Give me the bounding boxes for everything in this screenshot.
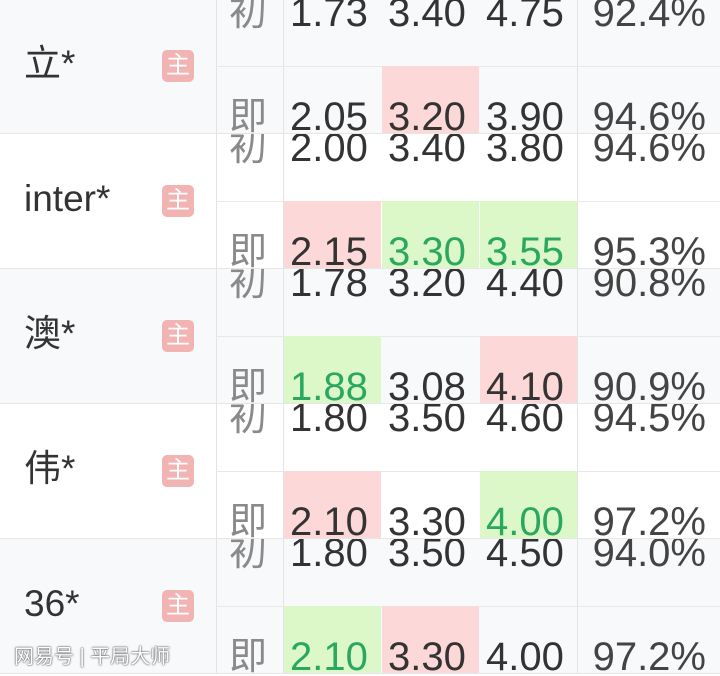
home-badge-icon: 主 bbox=[162, 320, 194, 352]
initial-odds: 4.60 bbox=[486, 404, 564, 440]
initial-odds: 4.75 bbox=[486, 0, 564, 35]
divider bbox=[216, 336, 720, 337]
initial-odds: 1.80 bbox=[290, 404, 368, 440]
odds-change-highlight bbox=[480, 471, 577, 538]
home-badge-icon: 主 bbox=[162, 50, 194, 82]
live-odds: 3.30 bbox=[388, 500, 466, 539]
match-row[interactable]: 36* 主 初 即 1.80 3.50 4.50 94.0% 2.10 3.30 4.00 97… bbox=[0, 539, 720, 674]
initial-label: 初 bbox=[229, 539, 268, 574]
live-label: 即 bbox=[229, 366, 268, 404]
odds-change-highlight bbox=[284, 201, 381, 268]
watermark: 网易号 | 平局大师 bbox=[14, 646, 171, 668]
live-label: 即 bbox=[229, 636, 268, 674]
odds-change-highlight bbox=[284, 606, 381, 673]
live-label: 即 bbox=[229, 96, 268, 134]
live-odds: 2.10 bbox=[290, 500, 368, 539]
live-label: 即 bbox=[229, 501, 268, 539]
initial-label: 初 bbox=[229, 269, 268, 304]
team-name: 立* bbox=[24, 43, 76, 84]
match-row[interactable]: inter* 主 初 即 2.00 3.40 3.80 94.6% 2.15 3.30 3.5… bbox=[0, 134, 720, 269]
divider bbox=[216, 471, 720, 472]
initial-return-rate: 92.4% bbox=[592, 0, 706, 35]
initial-return-rate: 94.0% bbox=[592, 539, 706, 575]
home-badge-icon: 主 bbox=[162, 590, 194, 622]
odds-change-highlight bbox=[382, 606, 479, 673]
odds-change-highlight bbox=[284, 336, 381, 403]
live-odds: 3.55 bbox=[486, 230, 564, 269]
match-row[interactable]: 伟* 主 初 即 1.80 3.50 4.60 94.5% 2.10 3.30 4.00 97.… bbox=[0, 404, 720, 539]
odds-change-highlight bbox=[284, 471, 381, 538]
home-badge-icon: 主 bbox=[162, 185, 194, 217]
live-odds: 2.15 bbox=[290, 230, 368, 269]
initial-odds: 3.50 bbox=[388, 539, 466, 575]
initial-return-rate: 94.6% bbox=[592, 134, 706, 170]
live-return-rate: 94.6% bbox=[592, 95, 706, 134]
odds-change-highlight bbox=[480, 336, 577, 403]
match-row[interactable]: 澳* 主 初 即 1.78 3.20 4.40 90.8% 1.88 3.08 4.10 90.… bbox=[0, 269, 720, 404]
live-odds: 4.00 bbox=[486, 635, 564, 674]
live-odds: 3.30 bbox=[388, 230, 466, 269]
match-row[interactable]: 立* 主 初 即 1.73 3.40 4.75 92.4% 2.05 3.20 3.90 94.… bbox=[0, 0, 720, 134]
live-return-rate: 97.2% bbox=[592, 635, 706, 674]
initial-label: 初 bbox=[229, 0, 268, 34]
live-odds: 4.00 bbox=[486, 500, 564, 539]
live-return-rate: 97.2% bbox=[592, 500, 706, 539]
initial-odds: 1.78 bbox=[290, 269, 368, 305]
initial-odds: 3.20 bbox=[388, 269, 466, 305]
live-odds: 3.08 bbox=[388, 365, 466, 404]
team-name: 澳* bbox=[24, 313, 76, 354]
live-return-rate: 90.9% bbox=[592, 365, 706, 404]
initial-odds: 4.40 bbox=[486, 269, 564, 305]
live-odds: 3.20 bbox=[388, 95, 466, 134]
initial-odds: 4.50 bbox=[486, 539, 564, 575]
odds-change-highlight bbox=[382, 201, 479, 268]
initial-odds: 2.00 bbox=[290, 134, 368, 170]
team-name: inter* bbox=[24, 178, 111, 219]
initial-label: 初 bbox=[229, 134, 268, 169]
initial-return-rate: 90.8% bbox=[592, 269, 706, 305]
odds-change-highlight bbox=[382, 66, 479, 133]
initial-odds: 1.80 bbox=[290, 539, 368, 575]
initial-label: 初 bbox=[229, 404, 268, 439]
initial-odds: 3.50 bbox=[388, 404, 466, 440]
initial-odds: 3.40 bbox=[388, 0, 466, 35]
live-odds: 2.10 bbox=[290, 635, 368, 674]
team-name: 36* bbox=[24, 583, 80, 624]
live-odds: 2.05 bbox=[290, 95, 368, 134]
initial-odds: 1.73 bbox=[290, 0, 368, 35]
live-label: 即 bbox=[229, 231, 268, 269]
live-odds: 4.10 bbox=[486, 365, 564, 404]
home-badge-icon: 主 bbox=[162, 455, 194, 487]
initial-odds: 3.40 bbox=[388, 134, 466, 170]
live-odds: 1.88 bbox=[290, 365, 368, 404]
team-name: 伟* bbox=[24, 448, 76, 489]
initial-return-rate: 94.5% bbox=[592, 404, 706, 440]
initial-odds: 3.80 bbox=[486, 134, 564, 170]
live-odds: 3.30 bbox=[388, 635, 466, 674]
live-odds: 3.90 bbox=[486, 95, 564, 134]
live-return-rate: 95.3% bbox=[592, 230, 706, 269]
odds-change-highlight bbox=[480, 201, 577, 268]
